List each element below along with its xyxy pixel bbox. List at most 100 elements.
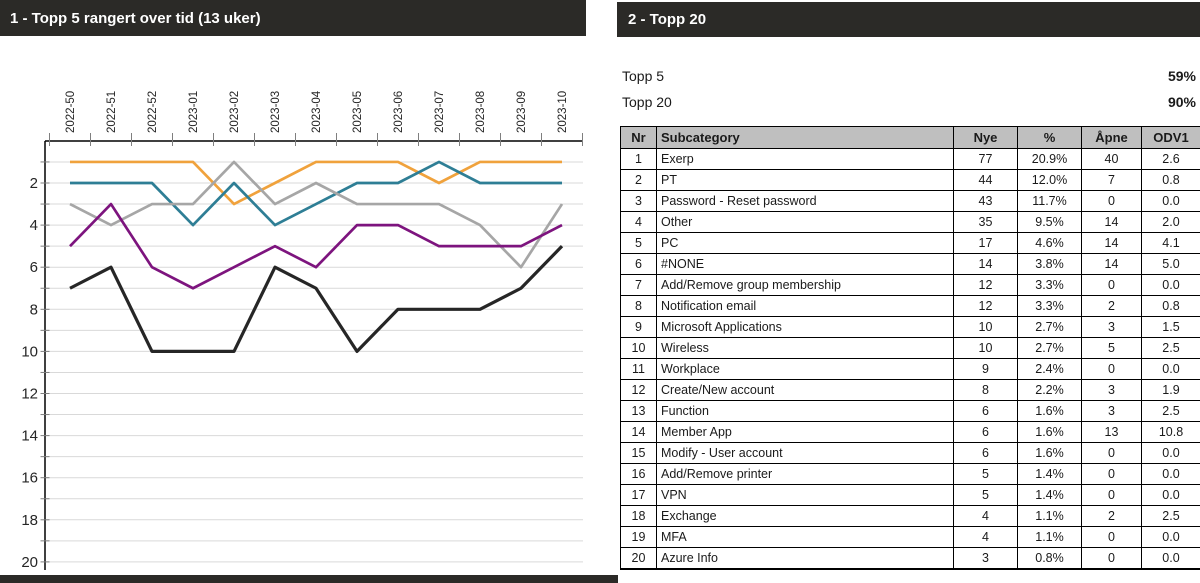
x-axis-week-label: 2022-52 (147, 91, 159, 133)
table-cell: 1.6% (1017, 400, 1082, 422)
table-cell: 0 (1081, 442, 1142, 464)
column-header: Subcategory (656, 126, 954, 149)
table-cell: 10 (953, 316, 1018, 338)
table-cell: 3 (1081, 400, 1142, 422)
table-cell: 1.1% (1017, 526, 1082, 548)
table-cell: 2.5 (1141, 400, 1200, 422)
table-cell: 0.8% (1017, 547, 1082, 570)
table-row: 5 PC 17 4.6% 14 4.1 (620, 232, 1200, 254)
table-row: 8 Notification email 12 3.3% 2 0.8 (620, 295, 1200, 317)
table-cell: 2.7% (1017, 316, 1082, 338)
summary-topp20: Topp 20 90% (620, 89, 1198, 115)
table-cell: 19 (620, 526, 657, 548)
table-cell: Azure Info (656, 547, 954, 570)
table-panel-title: 2 - Topp 20 (628, 11, 707, 28)
table-cell: 0 (1081, 463, 1142, 485)
y-axis-tick-label: 6 (30, 259, 38, 276)
x-axis-week-label: 2023-06 (393, 91, 405, 133)
table-cell: 11 (620, 358, 657, 380)
table-cell: 8 (620, 295, 657, 317)
table-cell: 17 (620, 484, 657, 506)
series-line-teal (70, 160, 562, 227)
table-cell: 44 (953, 169, 1018, 191)
table-cell: Exerp (656, 148, 954, 170)
table-cell: 4 (953, 505, 1018, 527)
table-cell: 3.3% (1017, 295, 1082, 317)
table-cell: 15 (620, 442, 657, 464)
column-header: Åpne (1081, 126, 1142, 149)
table-cell: 0.0 (1141, 442, 1200, 464)
summary-topp5-label: Topp 5 (622, 68, 665, 84)
table-row: 18 Exchange 4 1.1% 2 2.5 (620, 505, 1200, 527)
table-cell: 7 (1081, 169, 1142, 191)
chart-panel-header: 1 - Topp 5 rangert over tid (13 uker) (0, 0, 586, 36)
y-axis-tick-label: 12 (21, 386, 38, 403)
table-cell: 0 (1081, 190, 1142, 212)
table-cell: 0.8 (1141, 295, 1200, 317)
table-cell: Microsoft Applications (656, 316, 954, 338)
x-axis-week-label: 2022-51 (106, 91, 118, 133)
table-cell: 0.0 (1141, 484, 1200, 506)
table-cell: 6 (953, 400, 1018, 422)
table-cell: 2.5 (1141, 337, 1200, 359)
summary-topp20-value: 90% (1167, 94, 1196, 110)
table-cell: 1.9 (1141, 379, 1200, 401)
table-row: 14 Member App 6 1.6% 13 10.8 (620, 421, 1200, 443)
column-header: Nye (953, 126, 1018, 149)
top5-rank-over-time-chart: 2 4 6 8 10 12 14 16 18 20 2022-50 2022-51 2022-52 202… (21, 90, 583, 571)
table-header-row: Nr Subcategory Nye% Åpne ODV1 (620, 126, 1200, 149)
table-cell: 0.0 (1141, 526, 1200, 548)
table-cell: 20 (620, 547, 657, 570)
table-cell: 8 (953, 379, 1018, 401)
y-axis-tick-label: 2 (30, 175, 38, 192)
table-row: 16 Add/Remove printer 5 1.4% 0 0.0 (620, 463, 1200, 485)
table-cell: 6 (620, 253, 657, 275)
table-cell: 4.1 (1141, 232, 1200, 254)
table-cell: VPN (656, 484, 954, 506)
table-cell: 9 (620, 316, 657, 338)
table-cell: 4.6% (1017, 232, 1082, 254)
table-cell: 16 (620, 463, 657, 485)
x-axis-week-label: 2023-02 (229, 91, 241, 133)
table-cell: Wireless (656, 337, 954, 359)
table-cell: 12 (620, 379, 657, 401)
table-cell: 1.6% (1017, 421, 1082, 443)
table-cell: Workplace (656, 358, 954, 380)
table-row: 9 Microsoft Applications 10 2.7% 3 1.5 (620, 316, 1200, 338)
x-axis-week-label: 2023-08 (475, 91, 487, 133)
x-axis-week-label: 2023-04 (311, 90, 323, 133)
table-cell: 1.6% (1017, 442, 1082, 464)
x-axis-week-label: 2023-10 (557, 91, 569, 133)
table-row: 19 MFA 4 1.1% 0 0.0 (620, 526, 1200, 548)
table-cell: 5 (620, 232, 657, 254)
table-cell: 1.5 (1141, 316, 1200, 338)
table-cell: 1.4% (1017, 484, 1082, 506)
table-cell: 2.6 (1141, 148, 1200, 170)
table-cell: 0 (1081, 274, 1142, 296)
table-cell: 0 (1081, 358, 1142, 380)
summary-topp5: Topp 5 59% (620, 63, 1198, 89)
y-axis-tick-label: 10 (21, 343, 38, 360)
table-row: 4 Other 35 9.5% 14 2.0 (620, 211, 1200, 233)
summary-topp5-value: 59% (1167, 68, 1196, 84)
table-cell: 13 (620, 400, 657, 422)
table-cell: 18 (620, 505, 657, 527)
series-line-orange (70, 160, 562, 206)
table-cell: PC (656, 232, 954, 254)
table-cell: 2.2% (1017, 379, 1082, 401)
y-axis-tick-label: 8 (30, 301, 38, 318)
next-section-edge (0, 575, 618, 583)
table-cell: Password - Reset password (656, 190, 954, 212)
table-cell: Other (656, 211, 954, 233)
table-cell: 7 (620, 274, 657, 296)
x-axis-week-label: 2023-09 (516, 91, 528, 133)
table-cell: 5 (953, 484, 1018, 506)
column-header: ODV1 (1141, 126, 1200, 149)
y-axis-tick-label: 16 (21, 470, 38, 487)
table-cell: 0.0 (1141, 358, 1200, 380)
table-row: 13 Function 6 1.6% 3 2.5 (620, 400, 1200, 422)
table-cell: 77 (953, 148, 1018, 170)
table-cell: 0.0 (1141, 547, 1200, 570)
table-cell: 9 (953, 358, 1018, 380)
